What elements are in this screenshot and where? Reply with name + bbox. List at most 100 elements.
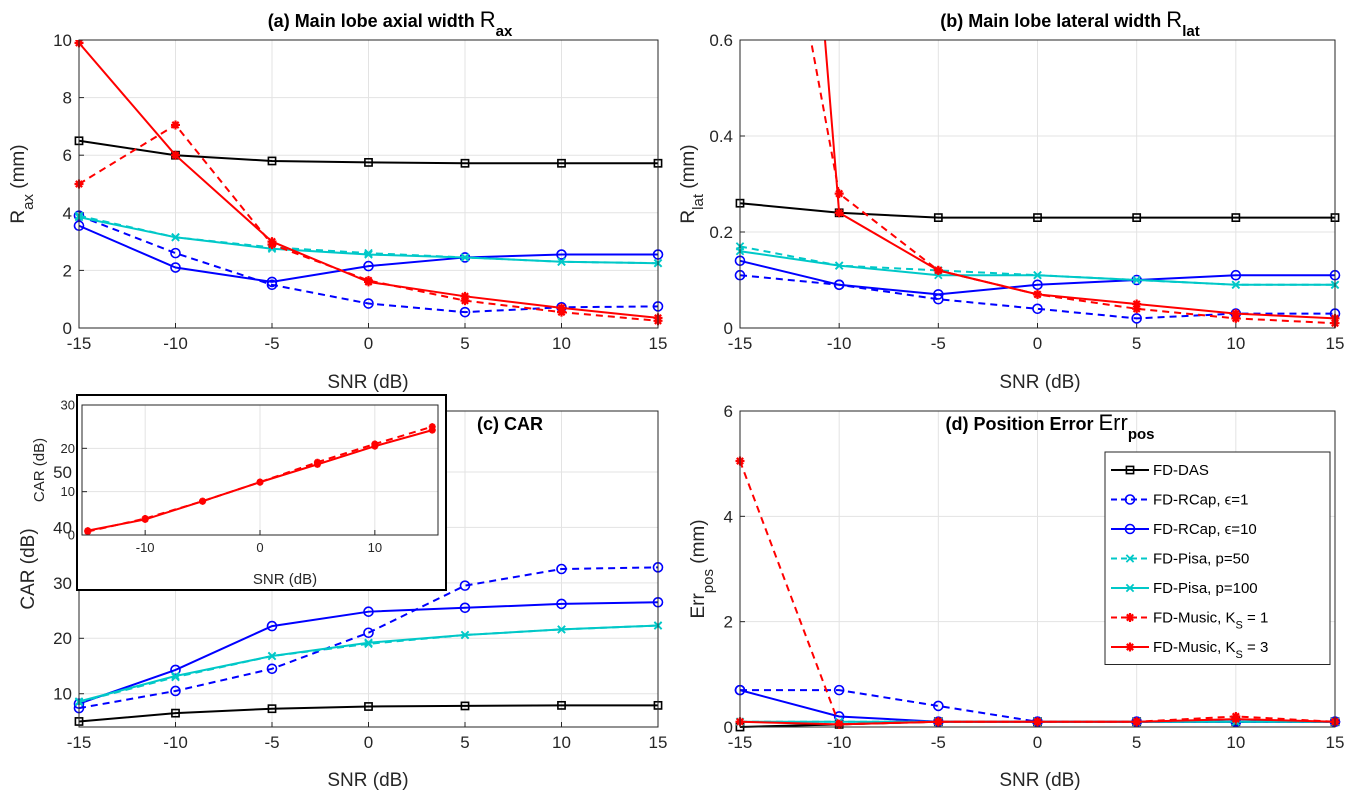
marker (834, 208, 844, 218)
y-tick-label: 0 (724, 718, 733, 737)
marker (1032, 303, 1043, 315)
y-axis-label-part: (mm) (8, 144, 29, 194)
legend-label-part: FD-RCap, ϵ=1 (1153, 492, 1248, 509)
axes-frame (739, 410, 1336, 728)
marker (933, 717, 943, 727)
x-tick-label: 15 (649, 334, 668, 353)
y-tick-label: 0.4 (709, 127, 733, 146)
x-tick-label: -10 (827, 334, 852, 353)
marker (1033, 270, 1042, 280)
marker (267, 704, 277, 714)
y-tick-label: 40 (53, 518, 72, 537)
legend-label: FD-Music, KS = 3 (1153, 639, 1268, 661)
marker (363, 260, 374, 272)
series-line (78, 224, 658, 283)
y-tick-label: 0 (724, 319, 733, 338)
chart-title-part: R (1166, 7, 1182, 32)
marker (1132, 275, 1141, 285)
x-tick-label: 10 (368, 540, 382, 555)
y-tick-label: 0.6 (709, 31, 733, 50)
marker (1132, 299, 1142, 309)
x-tick-label: 15 (1326, 334, 1345, 353)
marker (171, 708, 180, 718)
marker (1131, 313, 1142, 324)
x-tick-label: -15 (728, 733, 753, 752)
x-axis-label-part: SNR (dB) (327, 770, 408, 791)
y-tick-label: 2 (63, 261, 72, 280)
x-tick-label: 5 (1132, 334, 1141, 353)
marker (267, 156, 277, 166)
chart-title-part: (d) Position Error (946, 414, 1099, 434)
legend-label-part: FD-DAS (1153, 462, 1209, 479)
legend-label: FD-DAS (1153, 462, 1209, 479)
chart-title: (c) CAR (477, 414, 543, 434)
marker (199, 497, 207, 505)
y-tick-label: 10 (53, 685, 72, 704)
marker (364, 250, 373, 259)
marker (1231, 309, 1241, 319)
marker (459, 602, 471, 614)
y-axis-label-part: Err (688, 593, 709, 619)
marker (363, 606, 374, 617)
marker (833, 279, 845, 291)
x-tick-label: -10 (163, 733, 188, 752)
marker (1231, 714, 1241, 724)
marker (364, 702, 373, 711)
marker (170, 247, 181, 259)
legend-label-part: S (1236, 649, 1243, 661)
legend-label: FD-RCap, ϵ=10 (1153, 521, 1257, 538)
marker (933, 289, 944, 300)
marker (557, 625, 566, 634)
y-tick-label: 10 (53, 31, 72, 50)
chart-title: (a) Main lobe axial width Rax (268, 7, 513, 40)
marker (171, 120, 180, 130)
y-axis-label-part: ax (20, 194, 37, 210)
legend-label-part: FD-Music, K (1153, 610, 1236, 627)
marker (460, 158, 470, 168)
x-tick-label: 0 (364, 733, 373, 752)
marker (1132, 213, 1142, 222)
y-axis-label-part: CAR (dB) (18, 528, 39, 609)
marker (459, 306, 471, 318)
marker (1231, 280, 1241, 290)
marker (364, 638, 373, 647)
x-tick-label: -15 (728, 334, 753, 353)
marker (170, 664, 181, 676)
x-axis-label-part: SNR (dB) (999, 770, 1080, 791)
marker (834, 189, 844, 199)
marker (933, 700, 944, 712)
x-tick-label: 15 (1326, 733, 1345, 752)
y-tick-label: 20 (53, 629, 72, 648)
marker (1132, 717, 1142, 727)
marker (1033, 289, 1042, 299)
chart-title-part: lat (1182, 23, 1200, 40)
marker (1125, 465, 1135, 475)
marker (1033, 717, 1042, 727)
x-tick-label: 0 (256, 540, 263, 555)
legend-label: FD-RCap, ϵ=1 (1153, 492, 1248, 509)
marker (267, 237, 277, 247)
y-tick-label: 4 (63, 204, 72, 223)
plot-series (84, 423, 436, 536)
marker (933, 213, 943, 222)
x-axis-label: SNR (dB) (999, 770, 1080, 791)
axes-frame (739, 39, 1336, 329)
marker (371, 442, 379, 450)
x-tick-label: -10 (136, 540, 155, 555)
x-tick-label: -5 (264, 334, 279, 353)
x-tick-label: 0 (1033, 334, 1042, 353)
x-axis-label-part: SNR (dB) (253, 571, 317, 588)
marker (313, 460, 321, 468)
marker (1132, 304, 1142, 314)
legend-label-part: FD-Pisa, p=100 (1153, 580, 1258, 597)
y-tick-label: 20 (61, 441, 75, 456)
marker (460, 630, 470, 640)
series-line (78, 704, 658, 723)
x-tick-label: 0 (1033, 733, 1042, 752)
marker (267, 651, 277, 661)
legend-label-part: S (1236, 620, 1243, 632)
marker (557, 303, 566, 313)
marker (834, 261, 844, 270)
marker (170, 262, 181, 273)
